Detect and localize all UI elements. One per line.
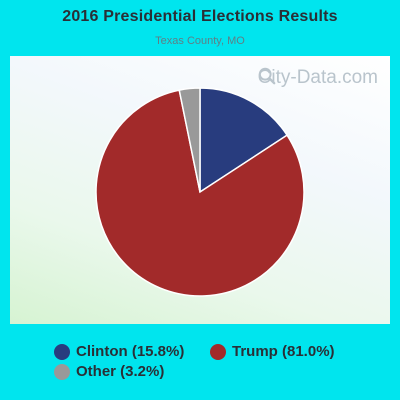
legend-label-trump: Trump (81.0%): [232, 343, 335, 360]
watermark-text: City-Data.com: [257, 67, 378, 88]
pie-chart: [95, 87, 305, 297]
legend-swatch-clinton: [54, 343, 70, 360]
legend-label-clinton: Clinton (15.8%): [76, 343, 185, 360]
legend-swatch-other: [54, 363, 70, 380]
watermark: City-Data.com: [258, 67, 378, 89]
pie-slice-clinton: [199, 87, 289, 194]
magnifier-icon: [258, 67, 276, 85]
legend-label-other: Other (3.2%): [76, 363, 165, 380]
legend-swatch-trump: [210, 343, 226, 360]
legend: Clinton (15.8%) Trump (81.0%) Other (3.2…: [0, 338, 400, 388]
pie-slice-other: [178, 87, 201, 193]
chart-title: 2016 Presidential Elections Results: [62, 8, 338, 25]
legend-item-other: Other (3.2%): [54, 363, 164, 380]
pie-slice-trump: [95, 89, 305, 297]
plot-area: City-Data.com: [10, 56, 390, 324]
chart-subtitle: Texas County, MO: [155, 35, 245, 47]
legend-item-clinton: Clinton (15.8%): [54, 343, 184, 360]
legend-item-trump: Trump (81.0%): [210, 343, 335, 360]
